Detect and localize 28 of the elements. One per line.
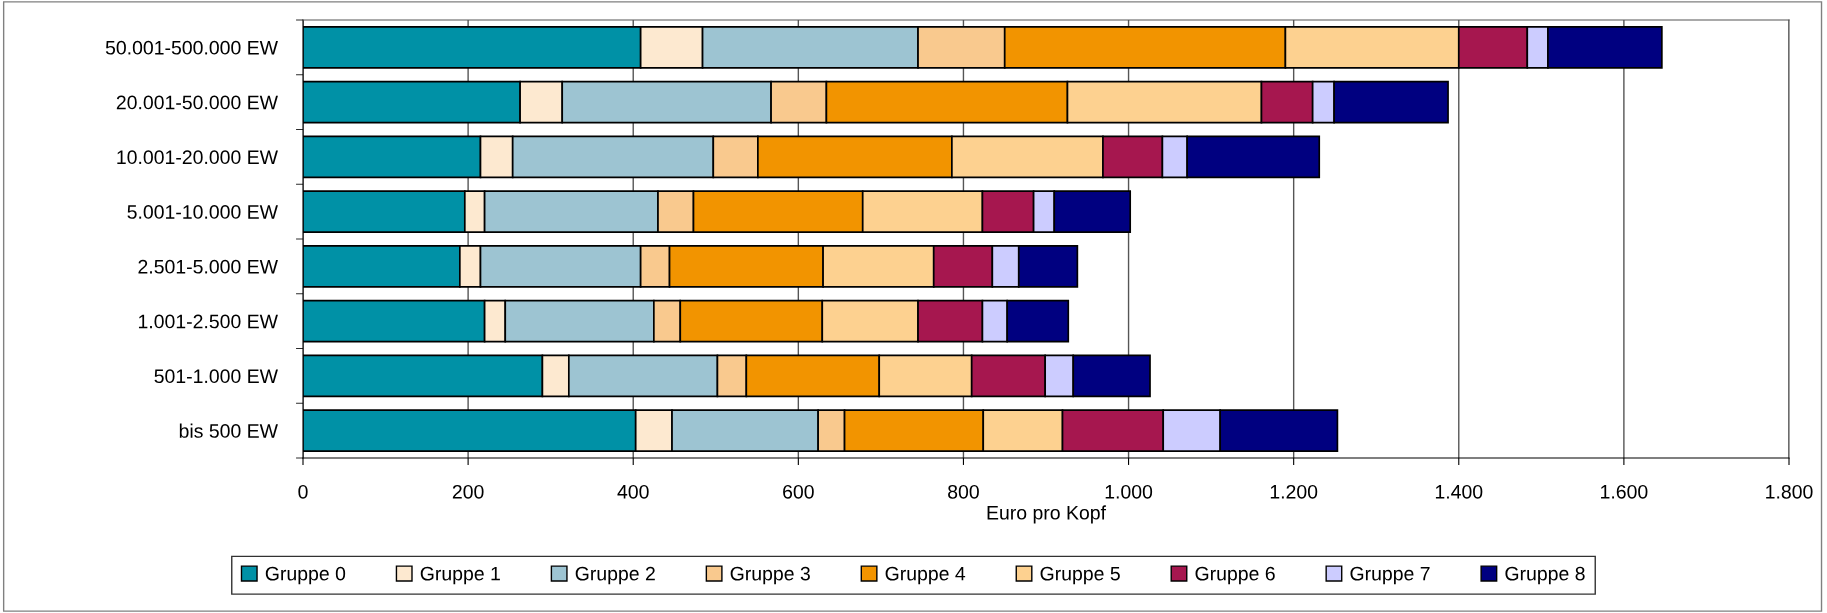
legend-label: Gruppe 5 [1040,566,1120,585]
y-tick-label: bis 500 EW [179,423,278,438]
legend-label: Gruppe 6 [1195,566,1275,585]
y-tick-label: 1.001-2.500 EW [138,314,278,329]
x-tick-label: 600 [783,484,814,499]
x-tick-label: 1.800 [1766,484,1813,499]
legend-label: Gruppe 7 [1350,566,1430,585]
x-tick-label: 800 [948,484,979,499]
x-tick-label: 1.400 [1435,484,1483,499]
x-tick-label: 1.200 [1270,484,1318,499]
legend-label: Gruppe 8 [1505,566,1585,585]
y-tick-label: 50.001-500.000 EW [105,40,278,55]
y-tick-label: 5.001-10.000 EW [127,205,278,219]
legend-label: Gruppe 4 [885,566,966,585]
x-tick-label: 0 [298,484,308,499]
legend-label: Gruppe 1 [420,566,500,585]
legend-label: Gruppe 0 [265,566,346,585]
y-tick-label: 2.501-5.000 EW [138,259,278,274]
x-tick-label: 1.000 [1105,484,1153,499]
x-tick-label: 400 [617,484,649,499]
y-tick-label: 20.001-50.000 EW [116,95,278,110]
y-tick-label: 10.001-20.000 EW [117,150,278,165]
y-tick-label: 501-1.000 EW [154,369,278,384]
x-tick-label: 200 [452,484,484,499]
x-tick-label: 1.600 [1601,484,1648,499]
legend-label: Gruppe 2 [575,566,655,585]
legend-label: Gruppe 3 [730,566,810,585]
x-axis-title: Euro pro Kopf [987,505,1107,524]
